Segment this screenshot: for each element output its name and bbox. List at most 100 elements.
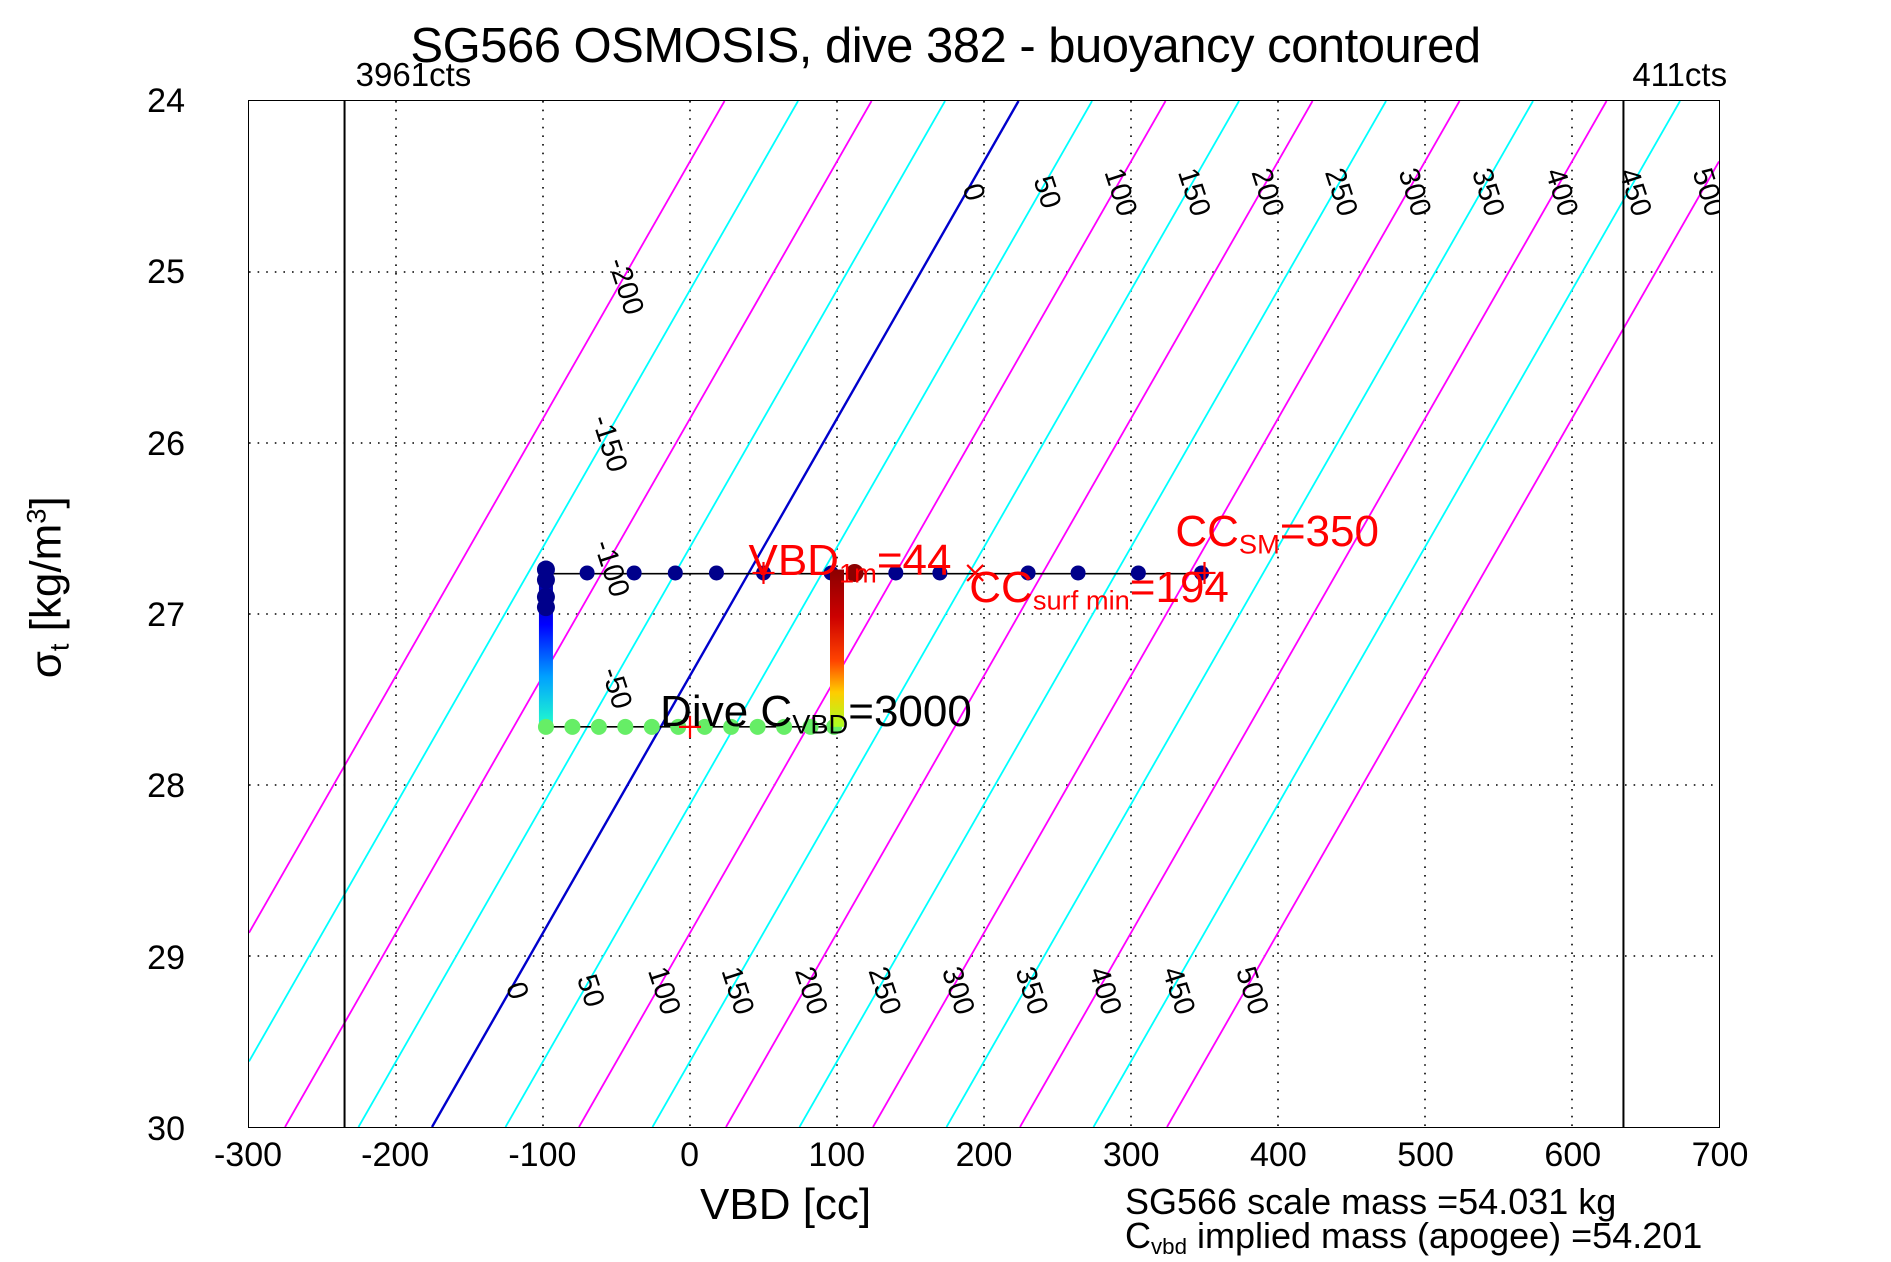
- y-tick-label-25: 25: [147, 253, 185, 292]
- contour-line-0: [430, 101, 1020, 1127]
- contour-line-250: [798, 101, 1387, 1127]
- footer-cvbd-sub: vbd: [1151, 1234, 1187, 1260]
- footer-implied-text: implied mass (apogee) =54.201: [1186, 1215, 1703, 1256]
- ann-vbd1m-main: VBD: [748, 536, 839, 586]
- x-tick-label-100: 100: [808, 1136, 866, 1174]
- marker-CC_surf_min-x-b: [966, 564, 984, 582]
- contour-line-150: [651, 101, 1240, 1127]
- surface-marker-1: [579, 565, 595, 581]
- x-tick-label-400: 400: [1250, 1136, 1307, 1174]
- x-tick-label-0: 0: [680, 1136, 700, 1174]
- ann-vbd1m-value: =44: [876, 536, 952, 586]
- y-axis-label-sup: 3: [20, 508, 52, 524]
- surface-marker-12: [1130, 565, 1146, 581]
- y-tick-label-29: 29: [147, 938, 185, 977]
- bottom-marker-7: [723, 718, 740, 735]
- ann-ccsm-value: =350: [1279, 506, 1379, 556]
- x-tick-label-200: 200: [955, 1136, 1013, 1174]
- contour-line--50: [357, 101, 946, 1127]
- contour-label-bottom-150: 150: [715, 963, 760, 1019]
- bottom-marker-8: [749, 718, 766, 735]
- contour-label-bottom-200: 200: [788, 963, 833, 1019]
- contour-label-left--50: -50: [595, 663, 638, 713]
- bottom-marker-5: [670, 718, 687, 735]
- bottom-marker-6: [696, 718, 713, 735]
- ann-divecvbd-value: =3000: [848, 686, 972, 736]
- ann-divecvbd-main: Dive C: [660, 686, 793, 736]
- surface-marker-8: [888, 565, 904, 581]
- surface-marker-9: [932, 565, 948, 581]
- y-axis-label-close: ]: [21, 496, 71, 509]
- contour-label-top-350: 350: [1465, 164, 1510, 220]
- special-markers: [679, 561, 1216, 738]
- contour-label-bottom-350: 350: [1009, 963, 1054, 1019]
- y-tick-label-30: 30: [147, 1110, 185, 1148]
- contour-label-left--200: -200: [601, 254, 649, 319]
- ann-vbd1m-sub: 1m: [838, 557, 877, 589]
- surface-marker-3: [667, 565, 683, 581]
- surface-marker-11: [1070, 565, 1086, 581]
- contour-label-top-100: 100: [1098, 164, 1143, 220]
- contour-line-350: [945, 101, 1534, 1127]
- x-tick-label-300: 300: [1102, 1136, 1160, 1174]
- figure-title: SG566 OSMOSIS, dive 382 - buoyancy conto…: [0, 18, 1891, 74]
- x-axis-label-text: VBD [cc]: [700, 1180, 872, 1229]
- x-tick-label--100: -100: [508, 1136, 577, 1174]
- footer-implied-mass: Cvbd implied mass (apogee) =54.201: [1125, 1215, 1702, 1260]
- cts-label-right: 411cts: [1632, 56, 1728, 93]
- annotation-cc-sm: CCSM=350: [1175, 507, 1379, 561]
- y-tick-label-28: 28: [147, 767, 185, 806]
- ann-ccsurf-value: =194: [1129, 563, 1229, 613]
- figure-title-text: SG566 OSMOSIS, dive 382 - buoyancy conto…: [410, 19, 1481, 73]
- contour-label-left--150: -150: [585, 411, 633, 476]
- contour-label-top-400: 400: [1539, 164, 1584, 220]
- plot-area: 0 50 100 150 200 250 300 350 400 450 500 -200 -150 -1…: [248, 100, 1720, 1128]
- ann-ccsurf-sub: surf min: [1032, 585, 1130, 617]
- ann-divecvbd-sub: VBD: [792, 708, 849, 740]
- contour-label-bottom-400: 400: [1082, 963, 1127, 1019]
- x-axis-label: VBD [cc]: [700, 1180, 871, 1230]
- contour-label-bottom-100: 100: [641, 963, 686, 1019]
- contour-label-bottom-250: 250: [862, 963, 907, 1019]
- bottom-marker-1: [564, 718, 581, 735]
- x-tick-label--200: -200: [361, 1136, 430, 1174]
- y-axis-label-sub: t: [43, 643, 75, 652]
- bottom-marker-9: [776, 718, 793, 735]
- ascent-top-blob: [845, 563, 864, 582]
- ann-ccsurf-main: CC: [969, 563, 1033, 613]
- descent-blob-3: [536, 598, 555, 617]
- footer-scale-mass-text: SG566 scale mass =54.031 kg: [1125, 1181, 1617, 1222]
- y-axis-label-sigma: σ: [21, 651, 71, 679]
- x-tick-label--300: -300: [213, 1136, 283, 1174]
- contour-label-bottom-450: 450: [1156, 963, 1201, 1019]
- contour-label-top-200: 200: [1245, 164, 1290, 220]
- footer-scale-mass: SG566 scale mass =54.031 kg: [1125, 1184, 1616, 1220]
- contour-line-300: [872, 101, 1461, 1127]
- footer-cvbd-prefix: C: [1125, 1215, 1151, 1256]
- contour-label-top-450: 450: [1612, 164, 1657, 220]
- contour-line-500: [1166, 160, 1719, 1127]
- bottom-marker-10: [802, 718, 819, 735]
- contour-line-100: [578, 101, 1167, 1127]
- contour-line-450: [1092, 101, 1681, 1127]
- contour-line-50: [504, 101, 1093, 1127]
- ann-ccsm-sub: SM: [1238, 528, 1280, 560]
- contour-line-400: [1019, 101, 1608, 1127]
- ann-ccsm-main: CC: [1175, 506, 1239, 556]
- annotation-dive-cvbd: Dive CVBD=3000: [660, 687, 972, 741]
- contour-label-bottom-300: 300: [935, 963, 980, 1019]
- contour-line--200: [249, 101, 726, 934]
- bottom-marker-2: [590, 718, 607, 735]
- bottom-marker-4: [643, 718, 660, 735]
- plot-canvas: 0 50 100 150 200 250 300 350 400 450 500-200-150-1…: [249, 101, 1719, 1127]
- contour-label-top-250: 250: [1318, 164, 1363, 220]
- surface-marker-4: [708, 565, 724, 581]
- cts-label-left: 3961cts: [355, 56, 472, 93]
- contour-lines: [249, 101, 1719, 1127]
- bottom-marker-0: [537, 718, 554, 735]
- x-tick-label-500: 500: [1397, 1136, 1454, 1174]
- contour-line-200: [725, 101, 1314, 1127]
- annotation-cc-surf-min: CCsurf min=194: [969, 563, 1229, 617]
- reference-lines: [343, 101, 1625, 1127]
